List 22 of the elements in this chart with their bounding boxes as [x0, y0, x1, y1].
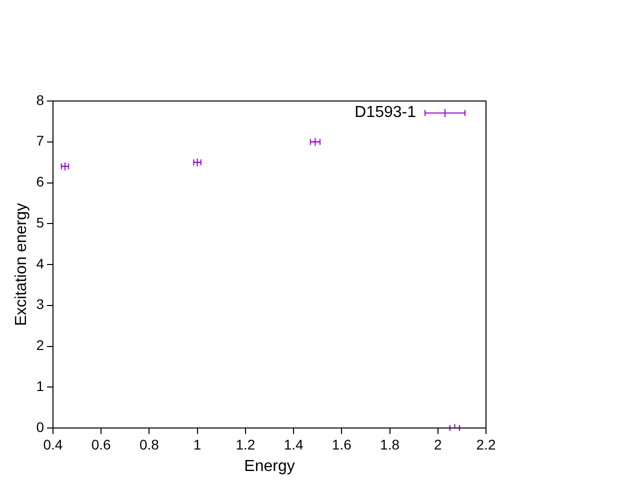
y-tick-label: 1: [36, 378, 44, 394]
y-tick-label: 0: [36, 418, 44, 435]
x-tick-label: 2.2: [476, 436, 496, 452]
x-tick-label: 0.8: [139, 436, 160, 452]
y-axis-title: Excitation energy: [13, 203, 30, 326]
x-tick-label: 1.2: [236, 436, 256, 452]
x-axis-title: Energy: [244, 458, 295, 475]
y-tick-label: 8: [36, 92, 44, 108]
y-tick-label: 4: [36, 255, 44, 272]
y-tick-label: 7: [36, 132, 44, 149]
y-tick-label: 5: [36, 214, 44, 230]
x-tick-label: 1.8: [380, 436, 400, 452]
y-tick-label: 2: [36, 337, 44, 354]
y-tick-label: 6: [36, 174, 44, 190]
y-tick-label: 3: [36, 296, 44, 312]
x-tick-label: 1.4: [284, 436, 304, 452]
x-tick-label: 1.6: [332, 436, 352, 452]
legend-label: D1593-1: [354, 103, 416, 123]
x-tick-label: 0.6: [91, 436, 112, 452]
x-tick-label: 1: [193, 436, 202, 452]
x-tick-label: 2: [434, 436, 442, 452]
x-tick-label: 0.4: [43, 436, 63, 452]
